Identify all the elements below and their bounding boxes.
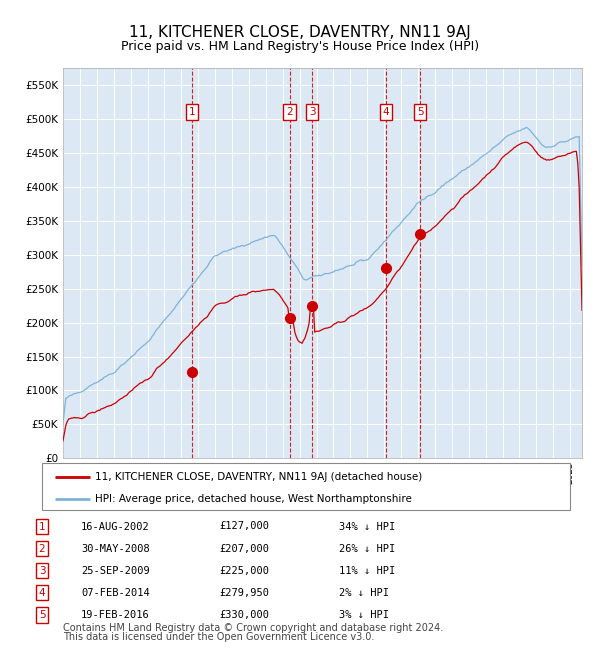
Text: 3% ↓ HPI: 3% ↓ HPI xyxy=(339,610,389,620)
Text: HPI: Average price, detached house, West Northamptonshire: HPI: Average price, detached house, West… xyxy=(95,493,412,504)
Text: 5: 5 xyxy=(417,107,424,118)
Text: Contains HM Land Registry data © Crown copyright and database right 2024.: Contains HM Land Registry data © Crown c… xyxy=(63,623,443,633)
Text: 3: 3 xyxy=(38,566,46,576)
Text: £225,000: £225,000 xyxy=(219,566,269,576)
Text: 16-AUG-2002: 16-AUG-2002 xyxy=(81,521,150,532)
Text: 4: 4 xyxy=(383,107,389,118)
Text: 34% ↓ HPI: 34% ↓ HPI xyxy=(339,521,395,532)
Text: 3: 3 xyxy=(309,107,316,118)
Text: 4: 4 xyxy=(38,588,46,598)
Text: 11% ↓ HPI: 11% ↓ HPI xyxy=(339,566,395,576)
Text: 2% ↓ HPI: 2% ↓ HPI xyxy=(339,588,389,598)
Text: £279,950: £279,950 xyxy=(219,588,269,598)
Text: 5: 5 xyxy=(38,610,46,620)
Text: 1: 1 xyxy=(188,107,195,118)
Text: £207,000: £207,000 xyxy=(219,543,269,554)
Text: 30-MAY-2008: 30-MAY-2008 xyxy=(81,543,150,554)
Text: £330,000: £330,000 xyxy=(219,610,269,620)
Text: Price paid vs. HM Land Registry's House Price Index (HPI): Price paid vs. HM Land Registry's House … xyxy=(121,40,479,53)
Text: £127,000: £127,000 xyxy=(219,521,269,532)
Text: 11, KITCHENER CLOSE, DAVENTRY, NN11 9AJ (detached house): 11, KITCHENER CLOSE, DAVENTRY, NN11 9AJ … xyxy=(95,471,422,482)
Text: 26% ↓ HPI: 26% ↓ HPI xyxy=(339,543,395,554)
FancyBboxPatch shape xyxy=(42,463,570,510)
Text: 2: 2 xyxy=(38,543,46,554)
Text: 07-FEB-2014: 07-FEB-2014 xyxy=(81,588,150,598)
Text: This data is licensed under the Open Government Licence v3.0.: This data is licensed under the Open Gov… xyxy=(63,632,374,642)
Text: 25-SEP-2009: 25-SEP-2009 xyxy=(81,566,150,576)
Text: 2: 2 xyxy=(286,107,293,118)
Text: 19-FEB-2016: 19-FEB-2016 xyxy=(81,610,150,620)
Text: 11, KITCHENER CLOSE, DAVENTRY, NN11 9AJ: 11, KITCHENER CLOSE, DAVENTRY, NN11 9AJ xyxy=(129,25,471,40)
Text: 1: 1 xyxy=(38,521,46,532)
